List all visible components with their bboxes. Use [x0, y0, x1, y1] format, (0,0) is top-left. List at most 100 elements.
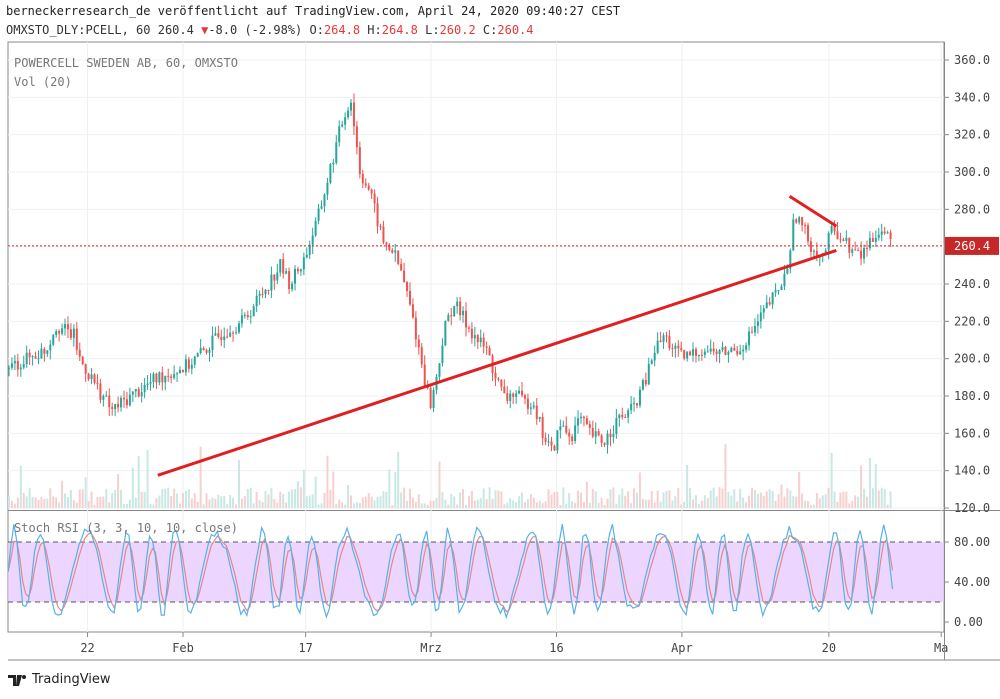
- candle-body: [556, 430, 559, 451]
- candle-body: [627, 410, 630, 418]
- volume-bar: [75, 502, 78, 508]
- candle-body: [43, 348, 46, 354]
- candle-body: [326, 182, 329, 195]
- candle-body: [108, 395, 111, 408]
- candle-body: [367, 185, 370, 190]
- volume-bar: [753, 490, 756, 508]
- volume-bar: [235, 504, 238, 508]
- candle-body: [786, 268, 789, 274]
- candle-body: [730, 347, 733, 353]
- candle-body: [795, 219, 798, 223]
- candle-body: [857, 250, 860, 252]
- candle-body: [308, 244, 311, 255]
- stoch-y-tick-label: 80.00: [954, 535, 990, 549]
- volume-bar: [465, 504, 468, 508]
- volume-bar: [697, 504, 700, 508]
- candle-body: [756, 321, 759, 327]
- volume-legend: Vol (20): [14, 75, 72, 89]
- volume-bar: [807, 501, 810, 508]
- volume-bar: [350, 495, 353, 508]
- volume-bar: [591, 488, 594, 508]
- volume-bar: [671, 500, 674, 508]
- candle-body: [31, 356, 34, 358]
- volume-bar: [686, 464, 689, 508]
- volume-bar: [662, 492, 665, 508]
- volume-bar: [61, 480, 64, 508]
- volume-bar: [403, 487, 406, 508]
- volume-bar: [258, 500, 261, 508]
- volume-bar: [158, 495, 161, 508]
- candle-body: [476, 335, 479, 343]
- volume-bar: [308, 495, 311, 508]
- y-tick-label: 120.0: [954, 501, 990, 515]
- candle-body: [385, 242, 388, 245]
- candle-body: [332, 162, 335, 165]
- volume-bar: [777, 494, 780, 508]
- volume-bar: [358, 502, 361, 508]
- volume-bar: [526, 499, 529, 508]
- volume-bar: [69, 489, 72, 508]
- candle-body: [736, 350, 739, 355]
- candle-body: [358, 147, 361, 174]
- candle-body: [509, 393, 512, 401]
- volume-bar: [320, 503, 323, 508]
- volume-bar: [476, 499, 479, 508]
- stoch-y-tick-label: 40.00: [954, 575, 990, 589]
- candle-body: [473, 335, 476, 339]
- candle-body: [117, 404, 120, 408]
- candle-body: [709, 348, 712, 352]
- volume-bar: [482, 488, 485, 508]
- candle-body: [131, 391, 134, 395]
- volume-bar: [877, 490, 880, 508]
- volume-bar: [653, 502, 656, 508]
- candle-body: [28, 352, 31, 358]
- volume-bar: [314, 476, 317, 508]
- candle-body: [208, 350, 211, 353]
- candle-body: [199, 348, 202, 354]
- volume-bar: [137, 455, 140, 508]
- candle-body: [683, 350, 686, 359]
- candle-body: [889, 232, 892, 239]
- volume-bar: [574, 502, 577, 508]
- candle-body: [668, 336, 671, 349]
- candle-body: [382, 226, 385, 243]
- candle-body: [347, 110, 350, 118]
- volume-bar: [205, 493, 208, 508]
- candle-body: [871, 238, 874, 242]
- candle-body: [488, 347, 491, 356]
- close-label: C:: [482, 23, 498, 37]
- candle-body: [877, 234, 880, 238]
- volume-bar: [727, 491, 730, 508]
- candle-body: [373, 193, 376, 204]
- candle-body: [350, 102, 353, 111]
- volume-bar: [196, 501, 199, 508]
- volume-bar: [338, 499, 341, 508]
- candle-body: [240, 315, 243, 324]
- candle-body: [792, 219, 795, 251]
- candle-body: [355, 126, 358, 148]
- candle-body: [187, 359, 190, 369]
- volume-bar: [621, 488, 624, 508]
- volume-bar: [420, 503, 423, 508]
- candle-body: [205, 350, 208, 353]
- candle-body: [276, 272, 279, 281]
- candle-body: [211, 335, 214, 351]
- x-tick-label: Apr: [671, 641, 693, 655]
- candle-body: [394, 250, 397, 253]
- volume-bar: [792, 495, 795, 508]
- tradingview-logo[interactable]: TradingView: [8, 672, 111, 687]
- candle-body: [467, 327, 470, 329]
- volume-bar: [432, 500, 435, 508]
- volume-bar: [745, 502, 748, 508]
- candle-body: [697, 354, 700, 356]
- volume-bar: [579, 492, 582, 508]
- volume-bar: [414, 501, 417, 508]
- volume-bar: [264, 490, 267, 508]
- volume-bar: [718, 487, 721, 508]
- volume-bar: [500, 491, 503, 508]
- volume-bar: [627, 491, 630, 508]
- candle-body: [246, 315, 249, 318]
- volume-bar: [276, 502, 279, 508]
- candle-body: [804, 225, 807, 227]
